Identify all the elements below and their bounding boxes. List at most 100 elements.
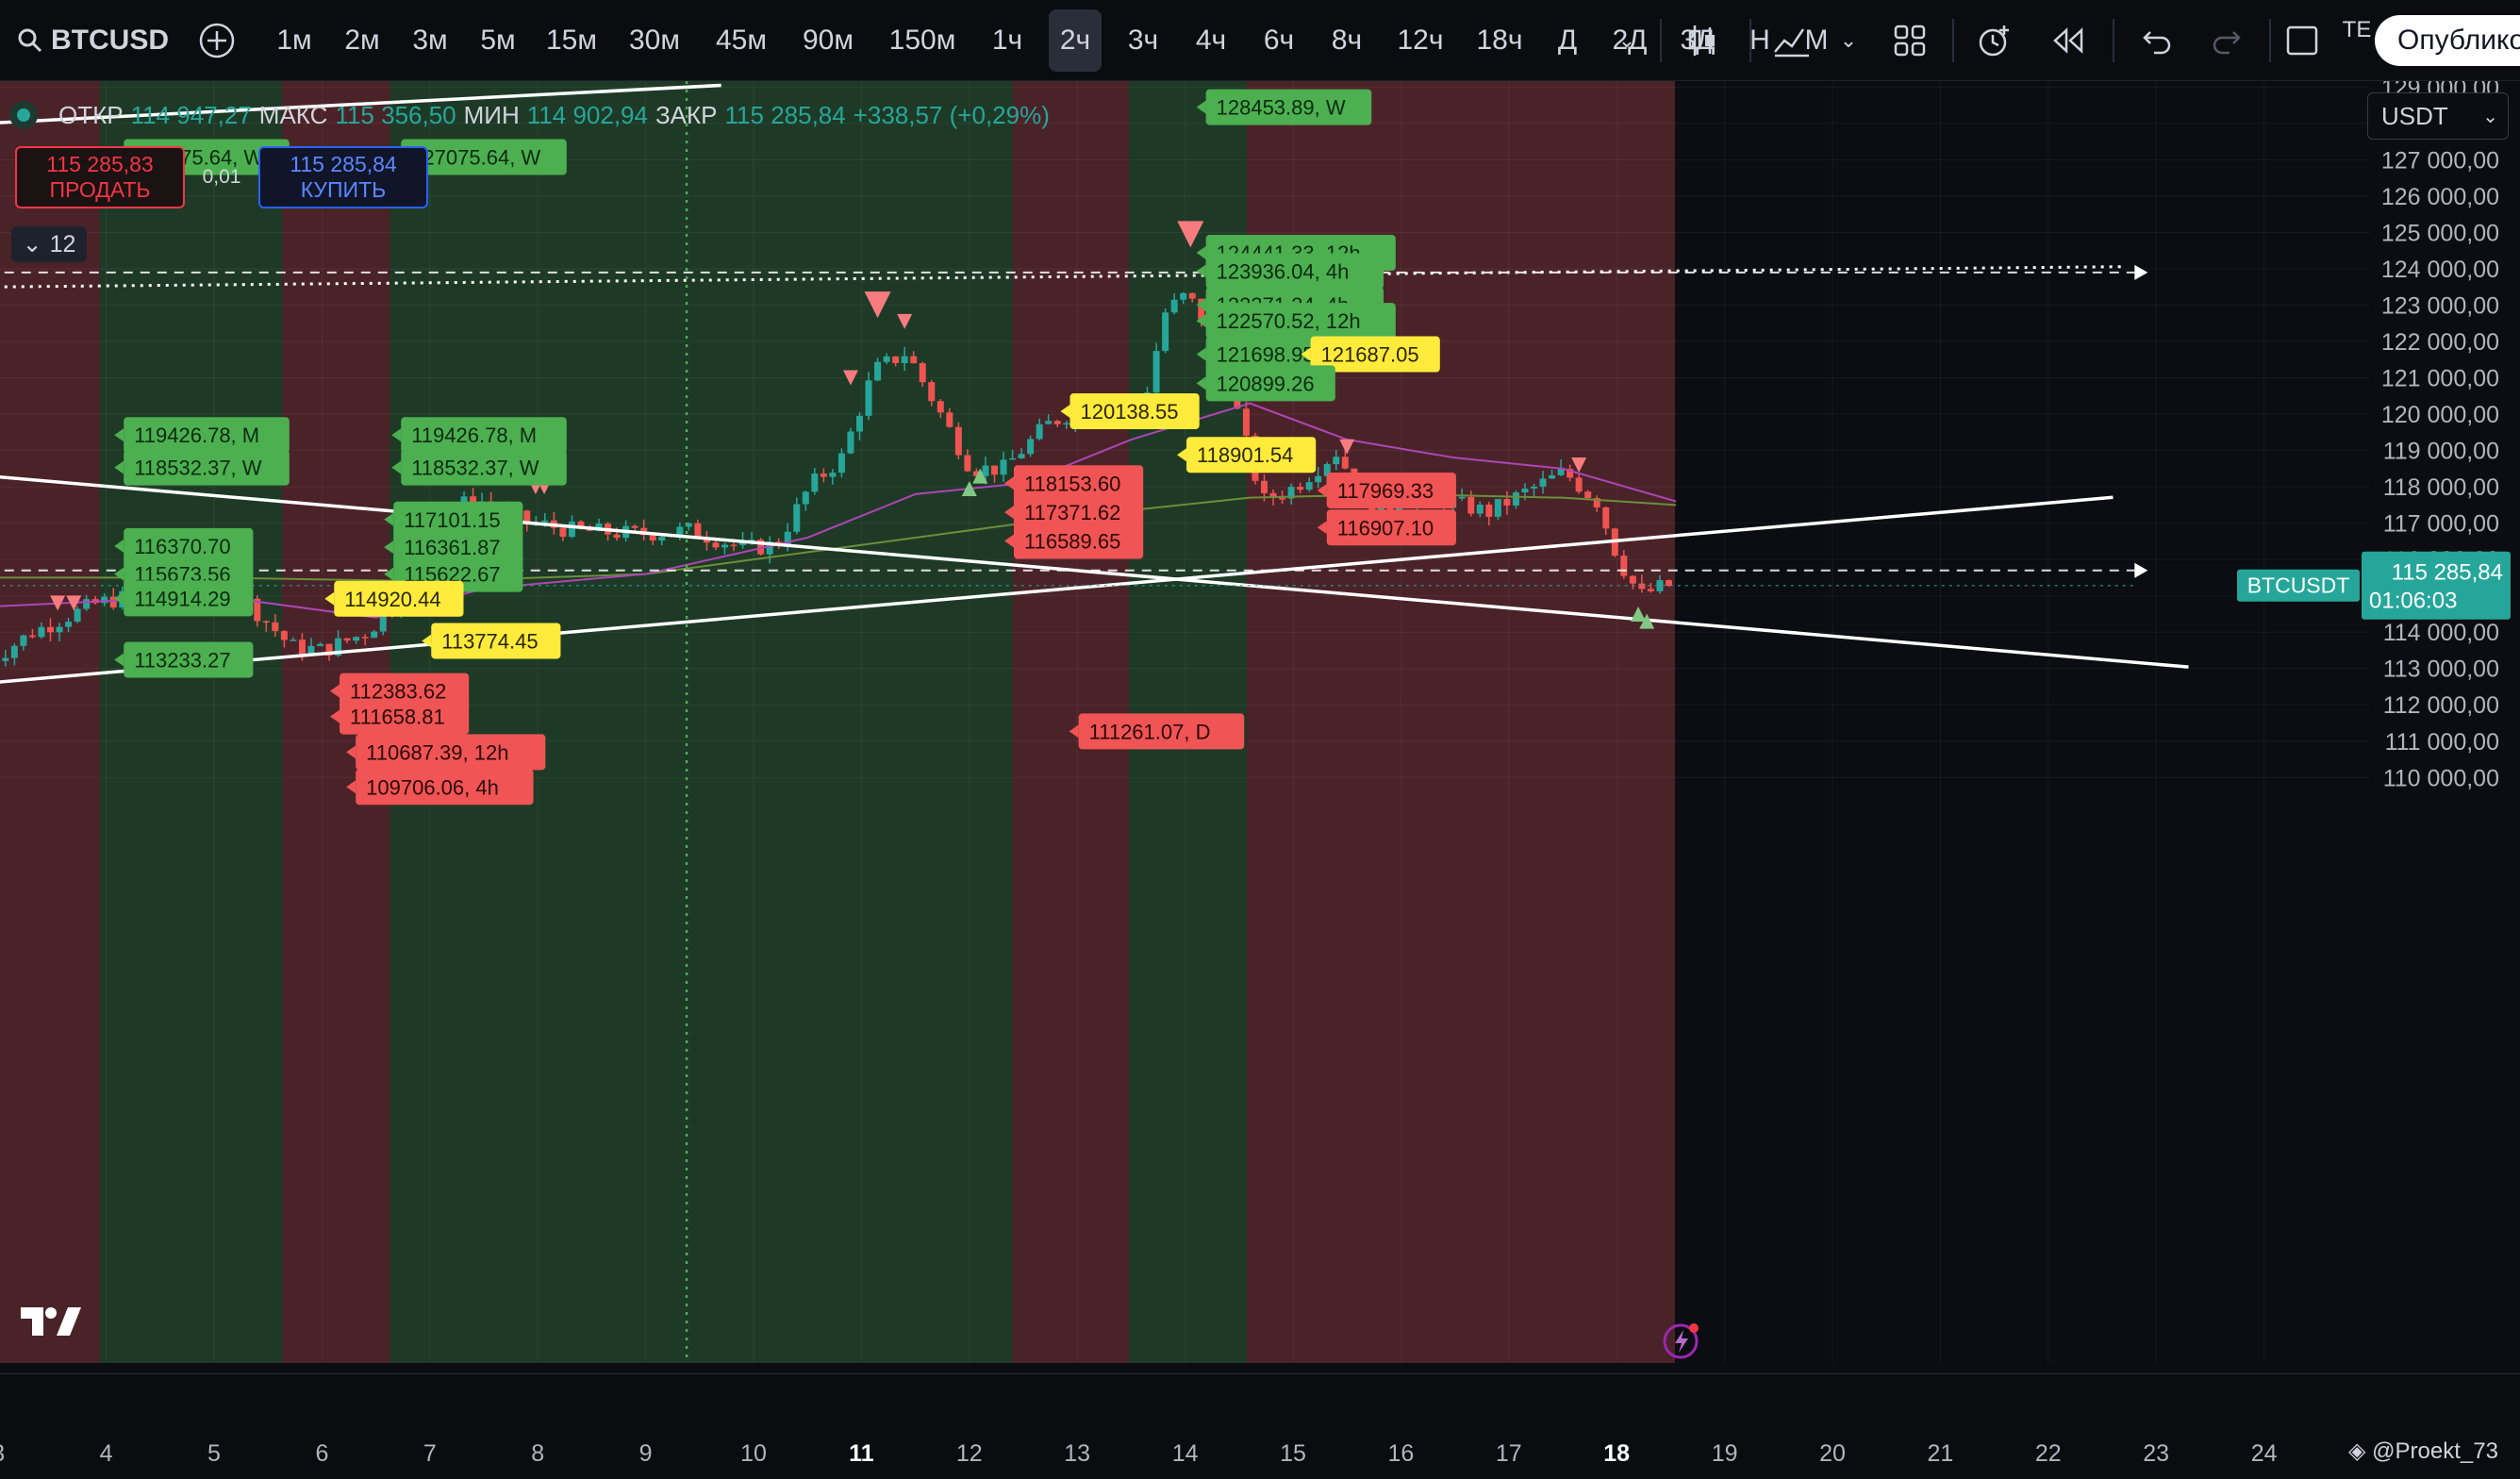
date-tick-16: 19 bbox=[1712, 1440, 1738, 1467]
candle-body-116 bbox=[1027, 439, 1035, 455]
sell-button[interactable]: 115 285,83 ПРОДАТЬ bbox=[15, 146, 185, 208]
price-label-9: 120899.26 bbox=[1217, 372, 1315, 395]
close-value: 115 285,84 bbox=[724, 100, 846, 129]
open-label: ОТКР bbox=[58, 100, 124, 129]
candle-body-9 bbox=[65, 622, 73, 627]
price-label-27: 114914.29 bbox=[134, 587, 230, 610]
price-label-12: 119426.78, M bbox=[411, 424, 537, 447]
candle-body-14 bbox=[109, 596, 117, 608]
price-label-bg-12 bbox=[401, 417, 567, 454]
candle-body-92 bbox=[811, 474, 819, 492]
candle-body-142 bbox=[1260, 480, 1268, 493]
price-label-bg-34 bbox=[356, 769, 534, 806]
price-label-18: 117371.62 bbox=[1024, 501, 1120, 524]
timeframe-2[interactable]: 3м bbox=[412, 25, 448, 56]
low-label: МИН bbox=[463, 100, 520, 129]
symbol-name[interactable]: BTCUSD bbox=[51, 25, 169, 56]
currency-value: USDT bbox=[2381, 101, 2448, 130]
price-label-pointer-28 bbox=[422, 634, 432, 648]
price-label-bg-27 bbox=[124, 580, 254, 617]
timeframe-1[interactable]: 2м bbox=[344, 25, 380, 56]
lightning-icon[interactable] bbox=[1660, 1319, 1703, 1362]
candle-body-187 bbox=[1665, 580, 1672, 587]
candle-body-145 bbox=[1287, 487, 1295, 499]
indicators-collapse-button[interactable]: ⌄ 12 bbox=[11, 226, 87, 262]
publish-button[interactable]: Опублико bbox=[2375, 15, 2520, 66]
price-label-bg-21 bbox=[1014, 523, 1144, 559]
price-label-pointer-18 bbox=[1004, 506, 1014, 520]
timeframe-5[interactable]: 30м bbox=[629, 25, 680, 56]
timeframe-16[interactable]: 18ч bbox=[1476, 25, 1523, 56]
time-axis[interactable] bbox=[0, 1373, 2520, 1479]
timeframe-13[interactable]: 6ч bbox=[1263, 25, 1295, 56]
timeframe-15[interactable]: 12ч bbox=[1397, 25, 1444, 56]
candle-body-168 bbox=[1494, 499, 1501, 517]
undo-icon[interactable] bbox=[2133, 0, 2180, 81]
timeframe-9[interactable]: 1ч bbox=[991, 25, 1023, 56]
timeframe-11[interactable]: 3ч bbox=[1127, 25, 1159, 56]
add-symbol-icon[interactable] bbox=[194, 0, 240, 81]
search-icon[interactable] bbox=[9, 0, 51, 81]
price-label-23: 116361.87 bbox=[404, 536, 500, 559]
price-label-pointer-14 bbox=[114, 460, 124, 474]
timeframe-12[interactable]: 4ч bbox=[1195, 25, 1227, 56]
signal-marker-12 bbox=[1639, 613, 1655, 629]
timeframe-8[interactable]: 150м bbox=[888, 25, 956, 56]
signal-marker-3 bbox=[842, 370, 858, 386]
candle-body-78 bbox=[685, 523, 692, 527]
candles-icon[interactable] bbox=[1679, 0, 1726, 81]
timeframe-20[interactable]: Н bbox=[1749, 25, 1770, 56]
candle-body-64 bbox=[559, 527, 567, 538]
candle-body-164 bbox=[1458, 496, 1466, 499]
price-label-pointer-25 bbox=[384, 567, 394, 581]
candle-body-165 bbox=[1467, 496, 1475, 514]
price-label-22: 116370.70 bbox=[134, 535, 230, 558]
timeframe-dropdown-chevron-icon[interactable]: ⌄ bbox=[1617, 28, 1636, 52]
replay-icon[interactable] bbox=[2045, 0, 2092, 81]
date-tick-15: 18 bbox=[1603, 1440, 1630, 1467]
upper-channel-line[interactable] bbox=[0, 83, 721, 125]
timeframe-21[interactable]: М bbox=[1804, 25, 1829, 56]
layout-grid-icon[interactable] bbox=[1886, 0, 1933, 81]
candle-body-102 bbox=[901, 356, 908, 363]
sell-price: 115 285,83 bbox=[46, 152, 154, 176]
candle-body-175 bbox=[1557, 469, 1565, 475]
moving-average-slow bbox=[0, 492, 1677, 583]
candle-body-169 bbox=[1503, 499, 1511, 506]
candle-body-148 bbox=[1315, 475, 1322, 483]
timeframe-10[interactable]: 2ч bbox=[1049, 9, 1102, 72]
timeframe-18[interactable]: 2Д bbox=[1612, 25, 1648, 56]
alert-clock-icon[interactable] bbox=[1971, 0, 2018, 81]
zone-1 bbox=[99, 81, 283, 1363]
date-tick-12: 15 bbox=[1280, 1440, 1306, 1467]
buy-button[interactable]: 115 285,84 КУПИТЬ bbox=[258, 146, 428, 208]
signal-marker-11 bbox=[1631, 606, 1647, 622]
candle-body-86 bbox=[757, 540, 765, 555]
timeframe-6[interactable]: 45м bbox=[716, 25, 767, 56]
currency-select[interactable]: USDT ⌄ bbox=[2367, 92, 2509, 140]
price-label-pointer-6 bbox=[1196, 314, 1206, 328]
price-label-pointer-10 bbox=[1060, 404, 1070, 418]
price-label-bg-2 bbox=[401, 139, 567, 175]
timeframe-7[interactable]: 90м bbox=[803, 25, 854, 56]
timeframe-17[interactable]: Д bbox=[1557, 25, 1578, 56]
timeframe-14[interactable]: 8ч bbox=[1331, 25, 1363, 56]
buy-label: КУПИТЬ bbox=[300, 177, 387, 202]
indicators-icon[interactable] bbox=[1768, 0, 1815, 81]
support-trendline[interactable] bbox=[0, 495, 2114, 684]
fullscreen-icon[interactable] bbox=[2279, 0, 2326, 81]
timeframe-3[interactable]: 5м bbox=[480, 25, 516, 56]
tradingview-logo-icon[interactable] bbox=[19, 1304, 85, 1339]
timeframe-4[interactable]: 15м bbox=[546, 25, 597, 56]
redo-icon[interactable] bbox=[2203, 0, 2250, 81]
close-label: ЗАКР bbox=[655, 100, 718, 129]
candle-body-13 bbox=[101, 596, 108, 604]
candle-body-120 bbox=[1063, 423, 1070, 425]
indicators-chevron-icon[interactable]: ⌄ bbox=[1839, 28, 1858, 52]
resistance-trendline[interactable] bbox=[0, 474, 2189, 669]
price-label-pointer-21 bbox=[1004, 534, 1014, 548]
timeframe-0[interactable]: 1м bbox=[276, 25, 312, 56]
